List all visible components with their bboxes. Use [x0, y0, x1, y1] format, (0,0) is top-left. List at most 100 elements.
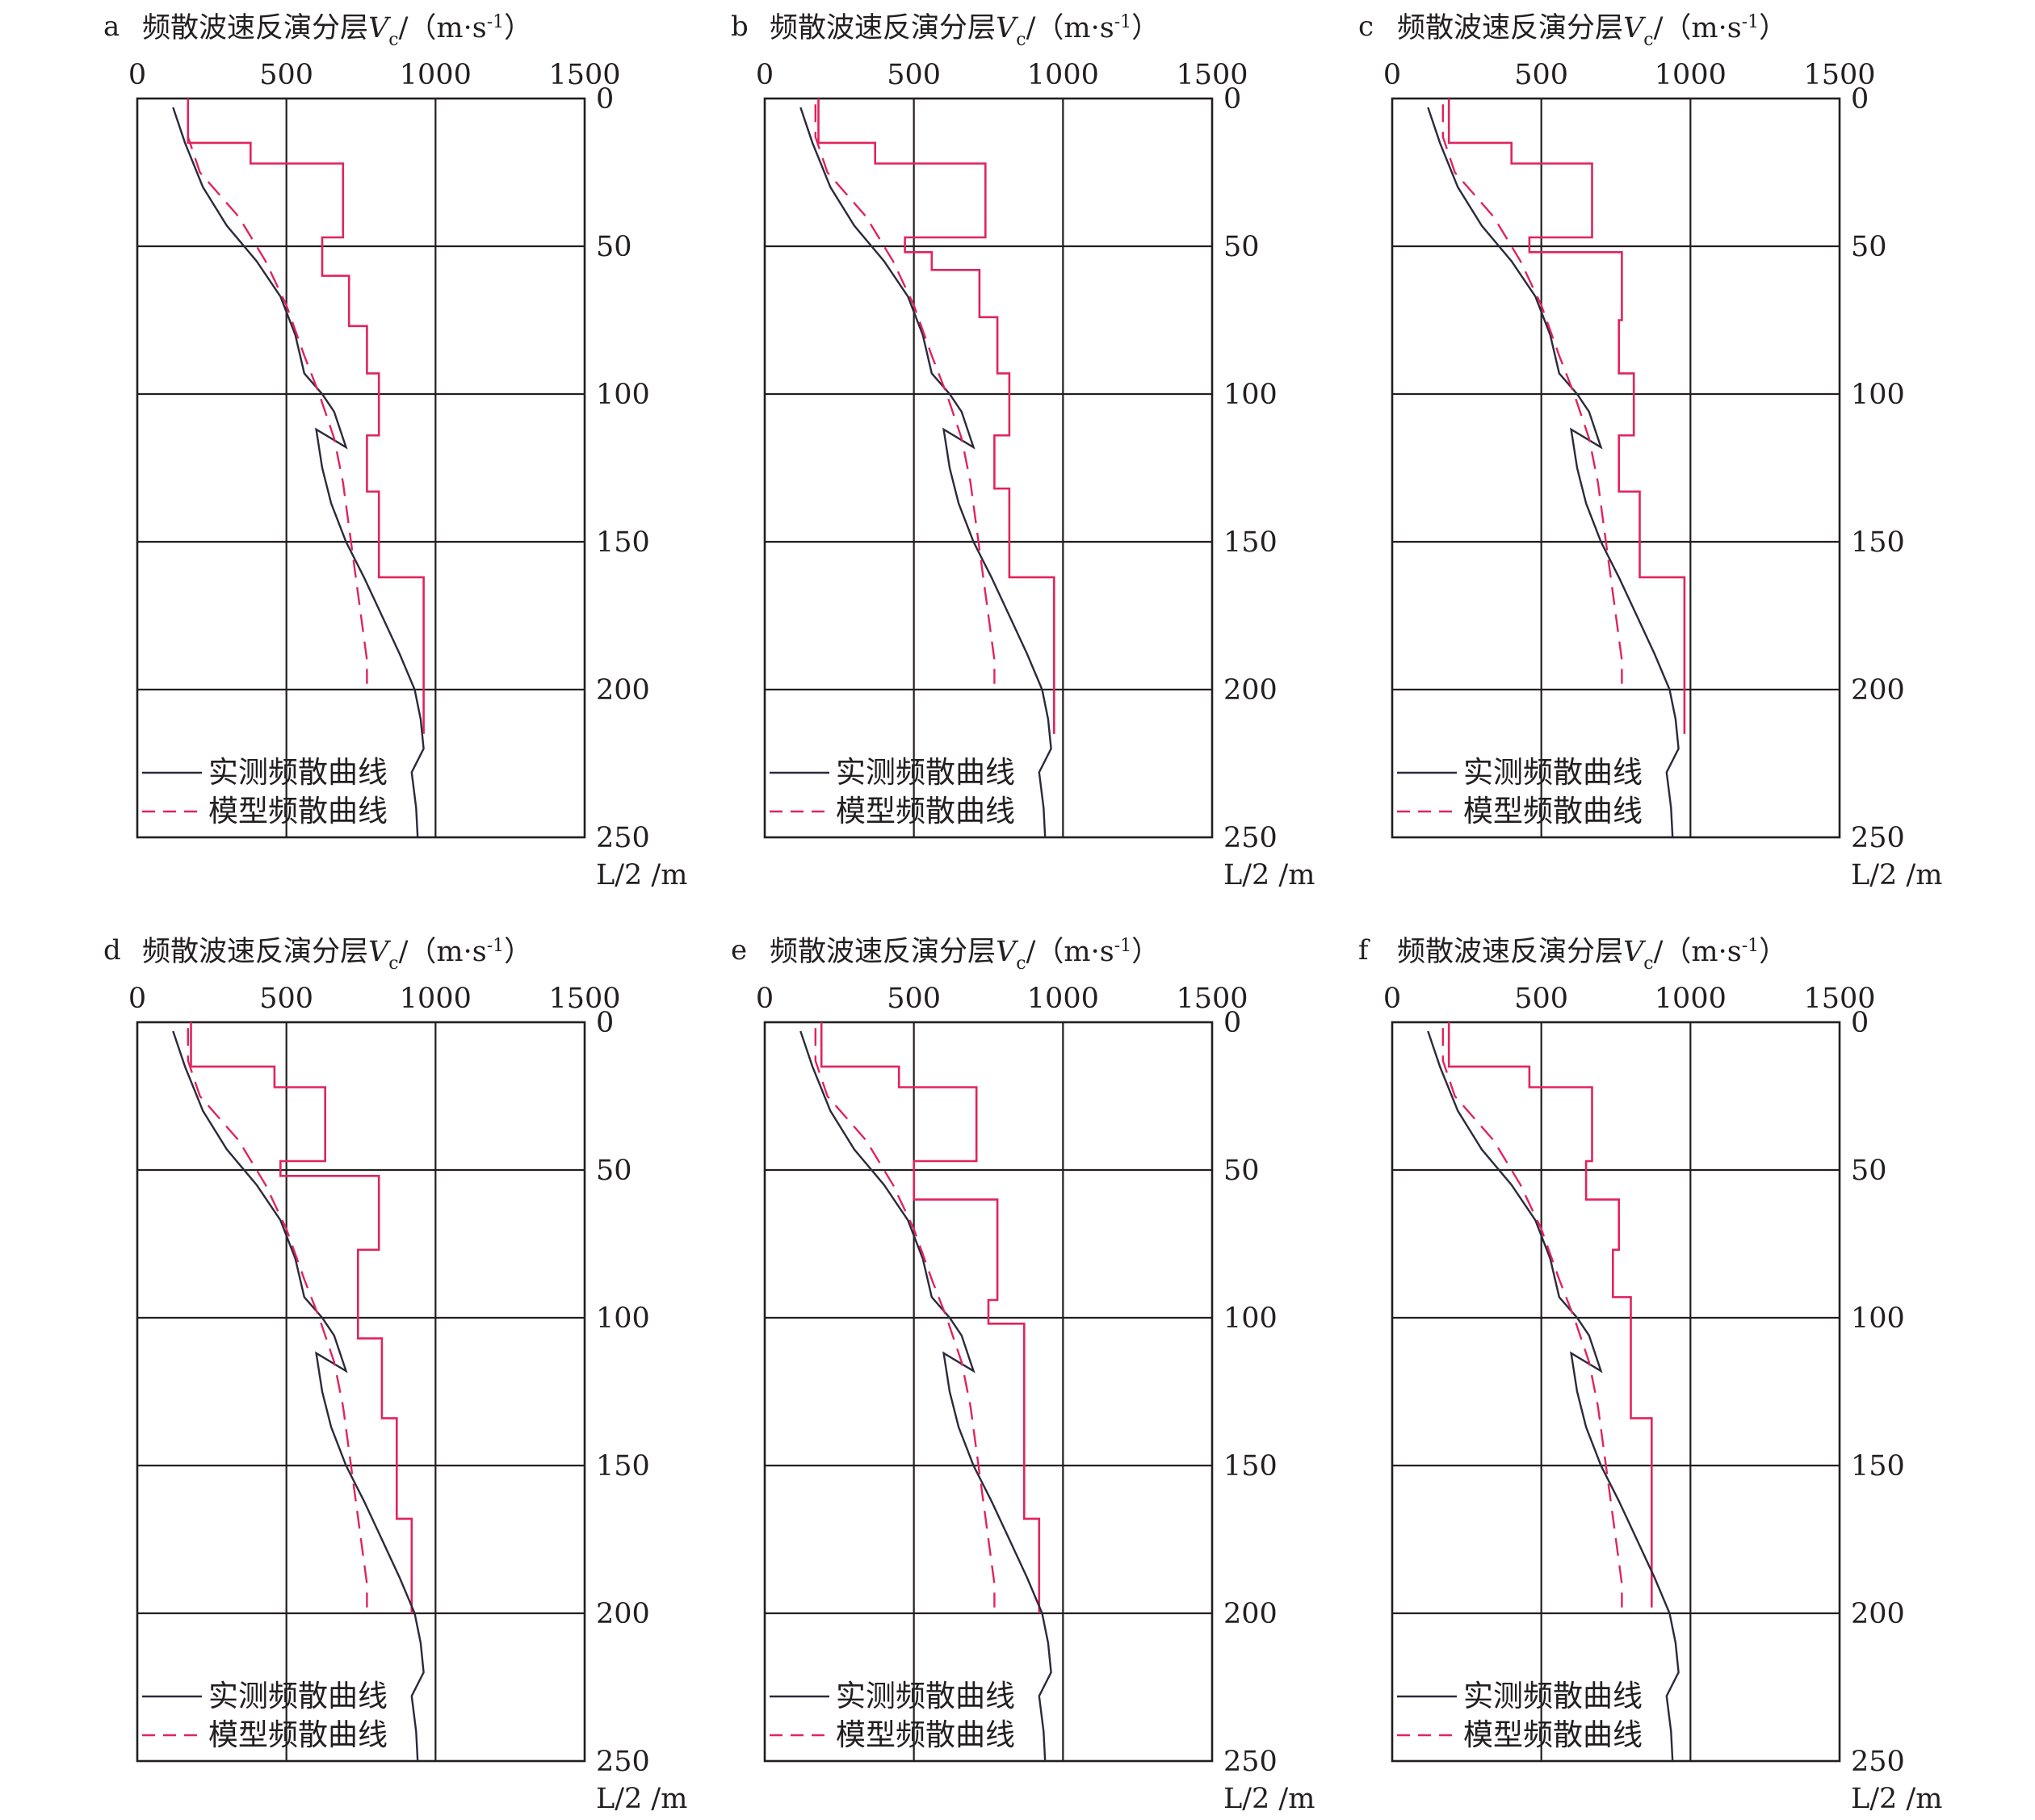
- y-tick-label: 100: [1223, 1302, 1278, 1335]
- legend-label-measured: 实测频散曲线: [836, 755, 1015, 790]
- plot-frame: [1391, 97, 1841, 839]
- y-axis-label: L/2 /m: [1223, 859, 1315, 891]
- model-dispersion-curve: [187, 1028, 368, 1608]
- measured-dispersion-curve: [172, 1030, 425, 1762]
- x-tick-label: 500: [1514, 983, 1568, 1015]
- y-tick-label: 0: [596, 1007, 614, 1039]
- y-axis-label: L/2 /m: [1851, 859, 1942, 891]
- x-tick-label: 0: [756, 983, 774, 1015]
- y-tick-label: 0: [596, 83, 614, 115]
- plot-frame: [136, 1021, 586, 1763]
- x-tick-label: 0: [128, 983, 146, 1015]
- x-axis-title-part: -1: [1742, 936, 1759, 956]
- x-tick-label: 1000: [1655, 983, 1727, 1015]
- layer-model-steps: [1447, 1022, 1653, 1608]
- layer-model-steps: [187, 99, 425, 734]
- x-axis-title: 频散波速反演分层Vc/（m·s-1）: [142, 12, 532, 50]
- x-axis-title-part: V: [1623, 12, 1647, 44]
- x-axis-title-part: c: [388, 954, 398, 974]
- legend-label-measured: 实测频散曲线: [836, 1679, 1015, 1713]
- measured-dispersion-curve: [172, 107, 425, 838]
- x-axis-title-part: 频散波速反演分层: [1397, 12, 1623, 44]
- x-tick-label: 1500: [1803, 59, 1875, 91]
- x-tick-label: 1000: [1027, 59, 1099, 91]
- panel-letter: f: [1358, 934, 1370, 967]
- x-axis-title-part: c: [1643, 954, 1653, 974]
- x-tick-label: 0: [128, 59, 146, 91]
- model-dispersion-curve: [814, 1028, 996, 1608]
- y-axis-label: L/2 /m: [1223, 1783, 1315, 1815]
- y-tick-label: 100: [596, 1302, 650, 1335]
- x-tick-label: 500: [259, 983, 313, 1015]
- y-tick-label: 150: [1851, 1450, 1905, 1482]
- x-axis-title-part: V: [368, 936, 392, 968]
- y-tick-label: 150: [596, 526, 650, 559]
- legend-label-model: 模型频散曲线: [208, 1717, 388, 1752]
- legend-label-model: 模型频散曲线: [1463, 794, 1643, 828]
- x-axis-title-part: 频散波速反演分层: [142, 12, 368, 44]
- y-tick-label: 200: [596, 674, 650, 707]
- model-dispersion-curve: [1441, 1028, 1623, 1608]
- x-axis-title: 频散波速反演分层Vc/（m·s-1）: [770, 936, 1160, 974]
- measured-dispersion-curve: [1427, 107, 1680, 838]
- y-tick-label: 150: [1223, 1450, 1278, 1482]
- chart-panel-a: a 频散波速反演分层Vc/（m·s-1）0 500 1000 1500050100150…: [103, 10, 687, 891]
- x-tick-label: 500: [1514, 59, 1568, 91]
- y-tick-label: 250: [1223, 1746, 1278, 1778]
- measured-dispersion-curve: [799, 107, 1052, 838]
- y-tick-label: 200: [1223, 674, 1278, 707]
- x-tick-label: 0: [1383, 59, 1401, 91]
- x-tick-label: 1500: [1176, 983, 1248, 1015]
- panel-letter: b: [731, 10, 749, 43]
- x-tick-label: 1000: [400, 59, 472, 91]
- x-tick-label: 0: [756, 59, 774, 91]
- y-tick-label: 50: [596, 231, 632, 263]
- y-tick-label: 150: [1851, 526, 1905, 559]
- y-tick-label: 250: [1223, 822, 1278, 854]
- x-axis-title-part: -1: [1114, 12, 1131, 32]
- plot-frame: [1391, 1021, 1841, 1763]
- chart-panel-d: d 频散波速反演分层Vc/（m·s-1）0 500 1000 1500050100150…: [103, 934, 687, 1815]
- x-axis-title-part: ）: [1131, 936, 1160, 968]
- x-axis-title-part: V: [996, 12, 1019, 44]
- y-tick-label: 100: [596, 379, 650, 411]
- x-axis-title: 频散波速反演分层Vc/（m·s-1）: [1397, 12, 1787, 50]
- panel-letter: c: [1358, 10, 1374, 43]
- y-tick-label: 50: [1223, 231, 1260, 263]
- y-tick-label: 50: [1851, 231, 1887, 263]
- x-tick-label: 1500: [548, 983, 620, 1015]
- x-axis-title-part: 频散波速反演分层: [770, 936, 996, 968]
- plot-frame: [763, 97, 1214, 839]
- y-tick-label: 0: [1223, 1007, 1241, 1039]
- x-axis-title-part: /（m·s: [399, 936, 487, 968]
- model-dispersion-curve: [187, 104, 368, 684]
- y-tick-label: 50: [1223, 1155, 1260, 1187]
- y-tick-label: 250: [1851, 822, 1905, 854]
- y-axis-label: L/2 /m: [596, 859, 687, 891]
- y-tick-label: 100: [1851, 379, 1905, 411]
- x-tick-label: 1500: [548, 59, 620, 91]
- x-axis-title-part: c: [1016, 954, 1026, 974]
- y-tick-label: 200: [1223, 1598, 1278, 1630]
- layer-model-steps: [190, 1022, 413, 1613]
- y-tick-label: 0: [1851, 83, 1869, 115]
- x-axis-title-part: V: [996, 936, 1019, 968]
- measured-dispersion-curve: [1427, 1030, 1680, 1762]
- y-tick-label: 250: [596, 1746, 650, 1778]
- x-axis-title-part: ）: [504, 936, 532, 968]
- x-tick-label: 500: [259, 59, 313, 91]
- y-tick-label: 250: [596, 822, 650, 854]
- model-dispersion-curve: [814, 104, 996, 684]
- x-axis-title: 频散波速反演分层Vc/（m·s-1）: [142, 936, 532, 974]
- model-dispersion-curve: [1441, 104, 1623, 684]
- x-axis-title-part: c: [388, 30, 398, 50]
- y-tick-label: 200: [1851, 674, 1905, 707]
- x-axis-title-part: /（m·s: [1654, 12, 1742, 44]
- panel-letter: d: [103, 934, 121, 967]
- x-tick-label: 1000: [1655, 59, 1727, 91]
- y-tick-label: 250: [1851, 1746, 1905, 1778]
- x-tick-label: 500: [887, 983, 941, 1015]
- x-axis-title-part: 频散波速反演分层: [770, 12, 996, 44]
- y-axis-label: L/2 /m: [1851, 1783, 1942, 1815]
- layer-model-steps: [1447, 99, 1686, 734]
